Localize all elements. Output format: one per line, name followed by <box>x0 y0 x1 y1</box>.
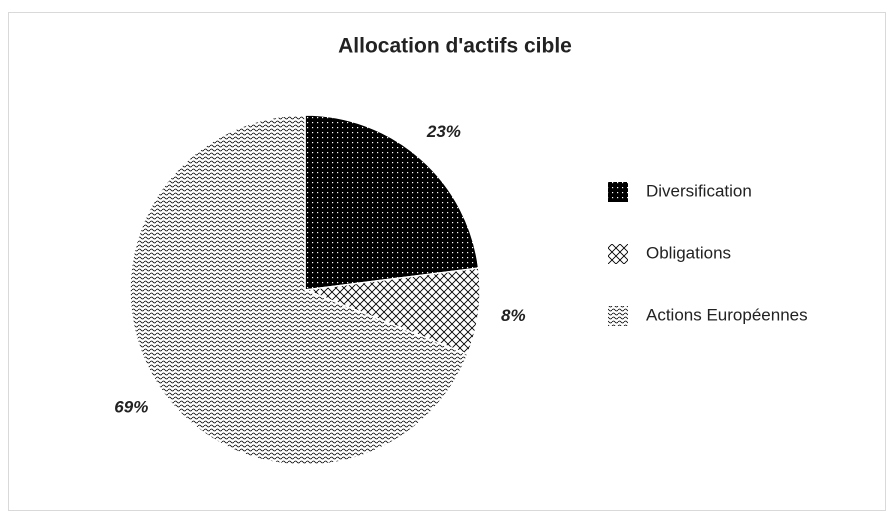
legend-label: Diversification <box>646 181 752 200</box>
legend-swatch <box>608 244 628 264</box>
data-label: 8% <box>501 306 526 325</box>
legend-label: Obligations <box>646 243 731 262</box>
chart-title: Allocation d'actifs cible <box>338 35 572 58</box>
pie-slice <box>304 114 480 291</box>
data-label: 23% <box>426 122 461 141</box>
pie-slice <box>129 114 469 466</box>
legend-label: Actions Européennes <box>646 305 808 324</box>
legend-swatch <box>608 306 628 326</box>
legend-swatch <box>608 182 628 202</box>
data-label: 69% <box>114 398 148 417</box>
